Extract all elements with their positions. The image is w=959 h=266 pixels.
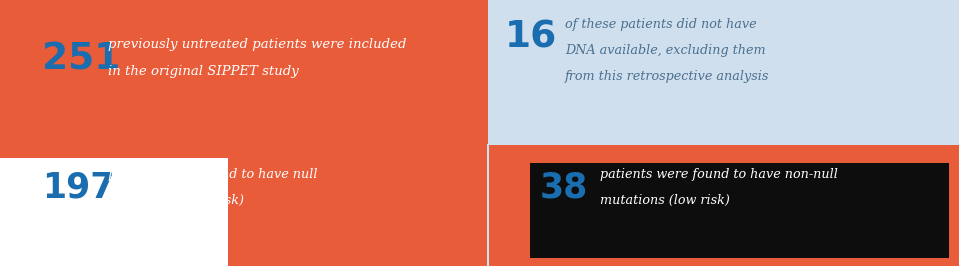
Text: mutations (high risk): mutations (high risk) <box>108 194 244 207</box>
Text: 16: 16 <box>505 20 557 56</box>
Text: patients were found to have non-null: patients were found to have non-null <box>600 168 838 181</box>
Text: of these patients did not have: of these patients did not have <box>565 18 757 31</box>
Text: patients were found to have null: patients were found to have null <box>108 168 317 181</box>
Text: 251: 251 <box>42 42 121 78</box>
Text: 38: 38 <box>540 170 588 204</box>
Text: mutations (low risk): mutations (low risk) <box>600 194 730 207</box>
Text: from this retrospective analysis: from this retrospective analysis <box>565 70 769 83</box>
Text: previously untreated patients were included: previously untreated patients were inclu… <box>108 38 407 51</box>
Text: 197: 197 <box>42 170 114 204</box>
Text: in the original SIPPET study: in the original SIPPET study <box>108 65 299 78</box>
Bar <box>488 0 959 145</box>
Text: DNA available, excluding them: DNA available, excluding them <box>565 44 765 57</box>
Bar <box>0 158 228 266</box>
Bar <box>530 163 949 258</box>
